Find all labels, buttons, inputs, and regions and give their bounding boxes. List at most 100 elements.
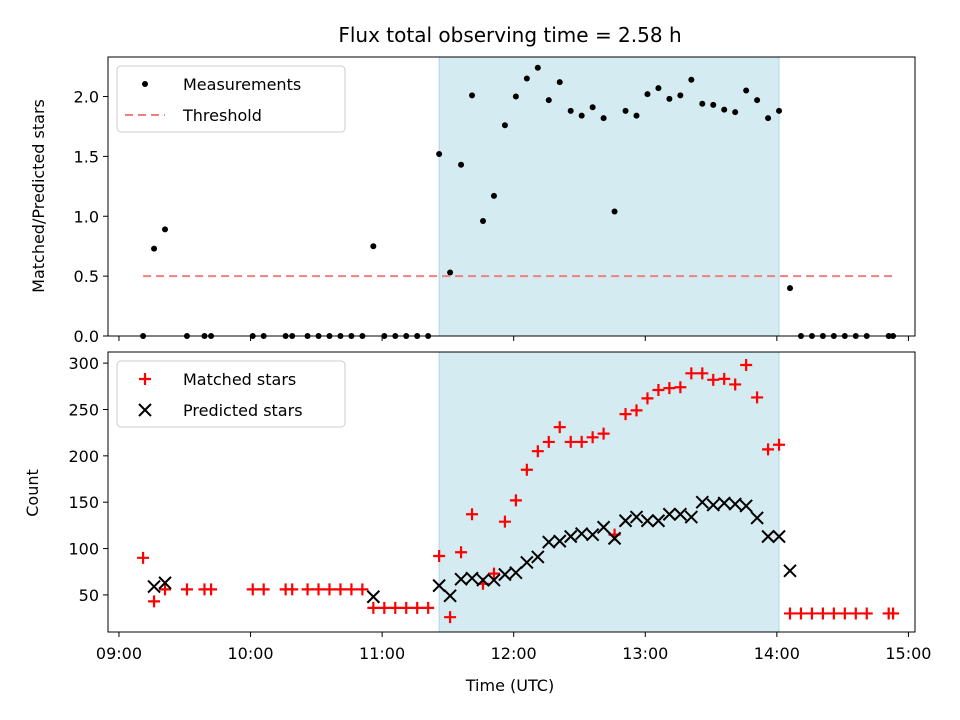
matched-stars-point: [784, 607, 797, 620]
bottom-y-tick-label: 150: [68, 493, 99, 512]
top-panel: 0.0 0.5 1.0 1.5 2.0 Measurements Threshold: [74, 56, 916, 346]
top-highlight-span: [438, 56, 780, 337]
top-y-tick-label: 1.0: [74, 207, 99, 226]
matched-stars-point: [718, 372, 731, 385]
matched-stars-point: [630, 404, 643, 417]
bottom-highlight-span: [438, 351, 780, 633]
matched-stars-point: [389, 601, 402, 614]
x-tick-label: 12:00: [491, 644, 537, 663]
top-axes-frame: [107, 56, 916, 337]
predicted-stars-point: [498, 567, 512, 582]
measurements-point: [512, 93, 519, 100]
matched-stars-point: [487, 567, 500, 580]
predicted-stars-point: [772, 529, 786, 544]
x-axis-label: Time (UTC): [465, 676, 554, 695]
measurements-point: [589, 104, 596, 111]
measurements-point: [370, 243, 377, 250]
measurements-point: [688, 76, 695, 83]
bottom-y-tick-label: 100: [68, 540, 99, 559]
predicted-stars-point: [706, 498, 720, 512]
measurements-point: [501, 122, 508, 129]
bottom-y-tick-label: 50: [79, 586, 99, 605]
matched-stars-point: [257, 583, 270, 596]
predicted-stars-point: [487, 573, 501, 587]
predicted-stars-point: [673, 507, 688, 521]
measurements-point: [545, 97, 552, 104]
matched-stars-point: [652, 384, 665, 397]
matched-stars-point: [707, 373, 720, 386]
matched-stars-point: [663, 382, 676, 395]
matched-stars-point: [159, 583, 172, 596]
predicted-stars-point: [761, 529, 775, 544]
x-tick-label: 10:00: [227, 644, 273, 663]
measurements-point: [644, 91, 651, 98]
matched-stars-point: [400, 601, 413, 614]
predicted-stars-point: [509, 565, 523, 580]
matched-stars-point: [286, 583, 299, 596]
matched-stars-point: [422, 601, 435, 614]
legend-threshold-label: Threshold: [182, 106, 262, 125]
predicted-stars-point: [465, 571, 479, 585]
matched-stars-point: [520, 463, 533, 476]
predicted-stars-point: [684, 510, 699, 524]
measurements-point: [622, 107, 629, 114]
measurements-point: [534, 64, 541, 71]
measurements-point: [436, 150, 443, 157]
top-y-tick-label: 1.5: [74, 147, 99, 166]
matched-stars-point: [816, 607, 829, 620]
measurements-point: [479, 218, 486, 225]
measurements-point: [523, 75, 530, 82]
top-legend: [116, 65, 346, 133]
matched-stars-point: [180, 583, 193, 596]
measurements-point: [732, 109, 739, 116]
predicted-stars-point: [564, 529, 578, 544]
matched-stars-point: [509, 494, 522, 507]
x-tick-label: 15:00: [885, 644, 931, 663]
predicted-stars-point: [585, 527, 600, 542]
predicted-stars-point: [531, 550, 545, 564]
matched-stars-point: [411, 601, 424, 614]
predicted-stars-point: [158, 576, 172, 590]
matched-stars-point: [849, 607, 862, 620]
predicted-stars-point: [596, 520, 611, 534]
measurements-point: [699, 100, 706, 107]
measurements-point: [162, 226, 169, 233]
matched-stars-point: [575, 435, 588, 448]
measurements-point: [787, 285, 794, 292]
measurements-point: [458, 161, 465, 168]
measurements-point: [633, 112, 640, 119]
predicted-stars-point: [783, 564, 797, 578]
measurements-point: [490, 192, 497, 199]
matched-stars-point: [444, 611, 457, 624]
bottom-y-tick-label: 250: [68, 400, 99, 419]
matched-stars-point: [564, 435, 577, 448]
predicted-stars-point: [618, 514, 633, 528]
measurements-point: [721, 106, 728, 113]
matched-stars-point: [356, 583, 369, 596]
predicted-stars-point: [520, 555, 534, 570]
predicted-stars-point: [553, 534, 567, 548]
matched-stars-point: [696, 367, 709, 380]
measurements-point: [655, 85, 662, 92]
matched-stars-point: [246, 583, 259, 596]
measurements-point: [754, 97, 761, 104]
predicted-stars-point: [629, 510, 644, 524]
predicted-stars-point: [574, 527, 589, 541]
predicted-stars-point: [443, 589, 457, 603]
legend-measurements-swatch: [142, 81, 148, 87]
measurements-point: [677, 92, 684, 99]
matched-stars-point: [137, 551, 150, 564]
predicted-stars-point: [476, 573, 490, 587]
measurements-point: [765, 115, 772, 122]
matched-stars-point: [641, 392, 654, 405]
predicted-stars-point: [607, 531, 622, 546]
measurements-point: [611, 208, 618, 215]
predicted-stars-point: [454, 572, 468, 586]
predicted-stars-point: [717, 496, 731, 510]
matched-stars-point: [740, 358, 753, 371]
matched-stars-point: [597, 427, 610, 440]
matched-stars-point: [466, 508, 479, 521]
measurements-point: [469, 92, 476, 99]
matched-stars-point: [531, 445, 544, 458]
matched-stars-point: [334, 583, 347, 596]
